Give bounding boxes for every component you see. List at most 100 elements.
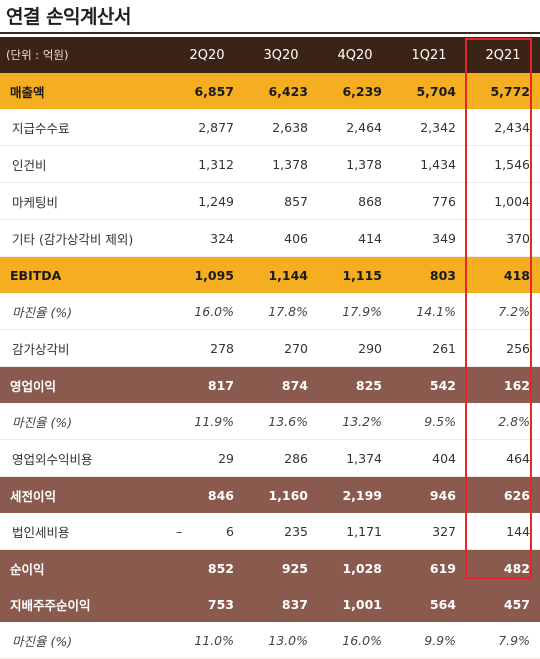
table-cell: 11.9% xyxy=(170,403,244,440)
table-cell: 414 xyxy=(318,219,392,257)
column-header: 2Q20 xyxy=(189,47,225,63)
table-row: 법인세비용 –6 235 1,171 327 144 xyxy=(0,513,540,550)
table-row: 마진율 (%) 11.0% 13.0% 16.0% 9.9% 7.9% xyxy=(0,622,540,659)
table-cell: 868 xyxy=(318,182,392,220)
table-cell: 2.8% xyxy=(466,403,540,440)
table-cell: 6,857 xyxy=(194,83,234,99)
table-cell: 13.6% xyxy=(244,403,318,440)
table-cell: 278 xyxy=(170,329,244,367)
table-row: EBITDA 1,095 1,144 1,115 803 418 xyxy=(0,256,540,293)
row-label: 매출액 xyxy=(10,84,45,100)
table-row: 매출액 6,857 6,423 6,239 5,704 5,772 xyxy=(0,73,540,109)
table-cell: 1,171 xyxy=(318,513,392,550)
table-cell: 1,374 xyxy=(318,439,392,477)
table-cell: 290 xyxy=(318,329,392,367)
row-label: 기타 (감가상각비 제외) xyxy=(0,219,170,257)
table-cell: 619 xyxy=(429,560,456,576)
table-cell: 6,423 xyxy=(268,83,308,99)
income-statement-table: (단위 : 억원) 2Q20 3Q20 4Q20 1Q21 2Q21 매출액 6,… xyxy=(0,37,540,659)
table-cell: 482 xyxy=(503,560,530,576)
column-header: 2Q21 xyxy=(485,47,521,63)
table-cell: 1,546 xyxy=(466,145,540,183)
title-divider xyxy=(0,32,540,34)
table-cell: 457 xyxy=(503,596,530,612)
column-header: 4Q20 xyxy=(337,47,373,63)
table-cell: 16.0% xyxy=(318,622,392,659)
table-cell: 1,095 xyxy=(194,267,234,283)
table-cell: 9.9% xyxy=(392,622,466,659)
table-row: 인건비 1,312 1,378 1,378 1,434 1,546 xyxy=(0,145,540,183)
table-cell: 1,378 xyxy=(318,145,392,183)
table-cell: 857 xyxy=(244,182,318,220)
table-cell: 1,004 xyxy=(466,182,540,220)
table-cell: 753 xyxy=(207,596,234,612)
table-cell: 5,704 xyxy=(416,83,456,99)
table-cell: 803 xyxy=(429,267,456,283)
table-cell: 2,877 xyxy=(170,109,244,146)
table-cell: 874 xyxy=(281,377,308,393)
row-label: 감가상각비 xyxy=(0,329,170,367)
table-row: 세전이익 846 1,160 2,199 946 626 xyxy=(0,476,540,513)
table-cell: 776 xyxy=(392,182,466,220)
table-row: 지급수수료 2,877 2,638 2,464 2,342 2,434 xyxy=(0,109,540,146)
table-cell: 324 xyxy=(170,219,244,257)
table-cell: 16.0% xyxy=(170,293,244,330)
row-label: 마진율 (%) xyxy=(0,403,170,440)
row-label: 마케팅비 xyxy=(0,182,170,220)
table-cell: 404 xyxy=(392,439,466,477)
table-cell: 925 xyxy=(281,560,308,576)
table-cell: 13.0% xyxy=(244,622,318,659)
row-label: 세전이익 xyxy=(10,488,57,504)
table-cell: 256 xyxy=(466,329,540,367)
table-row: 감가상각비 278 270 290 261 256 xyxy=(0,329,540,367)
dash-mark: – xyxy=(176,523,183,539)
row-label: 지배주주순이익 xyxy=(10,597,91,613)
table-cell: 1,115 xyxy=(342,267,382,283)
table-cell: 349 xyxy=(392,219,466,257)
table-cell: 286 xyxy=(244,439,318,477)
column-header: 1Q21 xyxy=(411,47,447,63)
unit-label: (단위 : 억원) xyxy=(6,48,69,62)
table-cell: 626 xyxy=(503,487,530,503)
table-cell: 29 xyxy=(170,439,244,477)
page-title: 연결 손익계산서 xyxy=(6,6,131,28)
table-row: 기타 (감가상각비 제외) 324 406 414 349 370 xyxy=(0,219,540,257)
row-label: 순이익 xyxy=(10,561,45,577)
table-cell: 162 xyxy=(503,377,530,393)
table-cell: 9.5% xyxy=(392,403,466,440)
table-cell: 946 xyxy=(429,487,456,503)
table-cell: 7.2% xyxy=(466,293,540,330)
table-cell: 235 xyxy=(244,513,318,550)
row-label: 인건비 xyxy=(0,145,170,183)
table-cell: 5,772 xyxy=(490,83,530,99)
table-cell: 1,001 xyxy=(342,596,382,612)
table-cell: 6,239 xyxy=(342,83,382,99)
row-label: 마진율 (%) xyxy=(0,293,170,330)
table-cell: –6 xyxy=(170,513,244,550)
row-label: 마진율 (%) xyxy=(0,622,170,659)
column-header: 3Q20 xyxy=(263,47,299,63)
table-header-row: (단위 : 억원) 2Q20 3Q20 4Q20 1Q21 2Q21 xyxy=(0,37,540,73)
table-cell: 825 xyxy=(355,377,382,393)
table-cell: 464 xyxy=(466,439,540,477)
table-cell: 17.9% xyxy=(318,293,392,330)
table-cell: 7.9% xyxy=(466,622,540,659)
table-cell: 2,342 xyxy=(392,109,466,146)
row-label: 영업이익 xyxy=(10,378,57,394)
table-row: 영업이익 817 874 825 542 162 xyxy=(0,366,540,403)
row-label: 영업외수익비용 xyxy=(0,439,170,477)
row-label: EBITDA xyxy=(10,267,62,283)
table-cell: 418 xyxy=(503,267,530,283)
table-row: 마케팅비 1,249 857 868 776 1,004 xyxy=(0,182,540,220)
row-label: 지급수수료 xyxy=(0,109,170,146)
table-cell: 2,638 xyxy=(244,109,318,146)
table-cell: 327 xyxy=(392,513,466,550)
table-cell: 261 xyxy=(392,329,466,367)
table-cell: 846 xyxy=(207,487,234,503)
table-cell: 11.0% xyxy=(170,622,244,659)
table-cell: 837 xyxy=(281,596,308,612)
table-cell: 1,249 xyxy=(170,182,244,220)
row-label: 법인세비용 xyxy=(0,513,170,550)
cell-value: 6 xyxy=(226,523,234,539)
table-cell: 1,144 xyxy=(268,267,308,283)
